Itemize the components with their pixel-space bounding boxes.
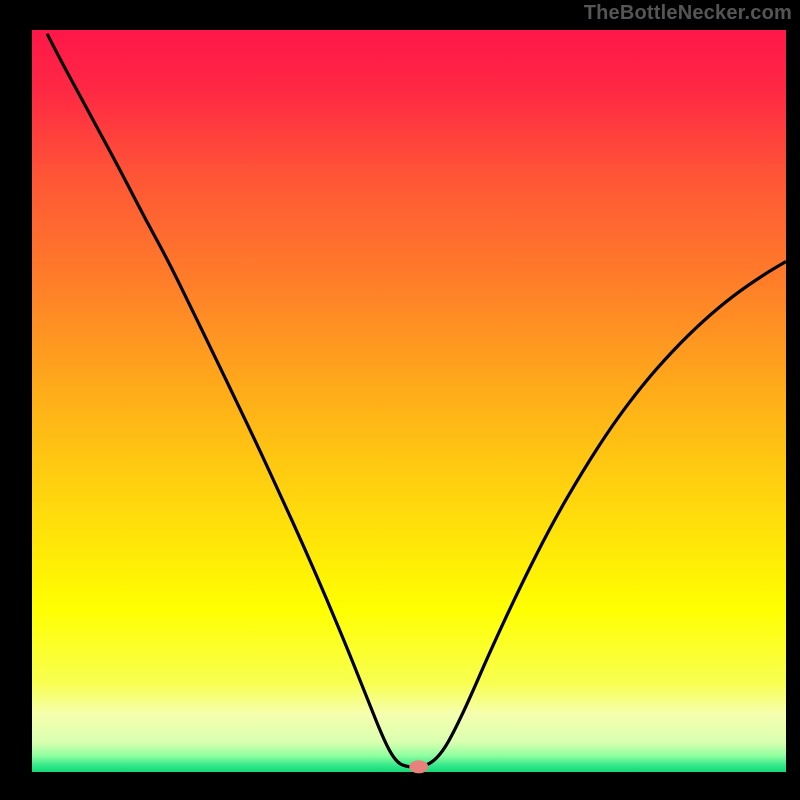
chart-container: TheBottleNecker.com xyxy=(0,0,800,800)
optimum-marker xyxy=(410,761,428,773)
bottleneck-curve-chart xyxy=(0,0,800,800)
plot-background xyxy=(32,30,786,772)
watermark-text: TheBottleNecker.com xyxy=(584,2,792,25)
